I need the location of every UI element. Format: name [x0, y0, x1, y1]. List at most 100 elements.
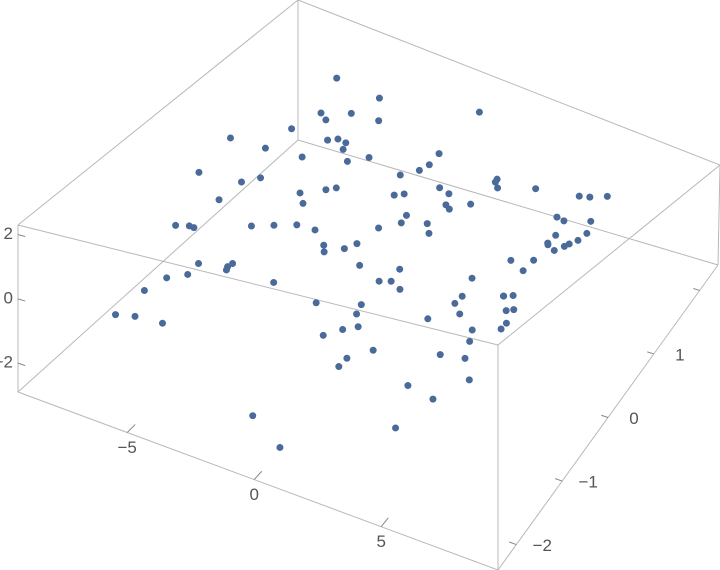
box-edge [297, 139, 719, 266]
point [445, 190, 453, 198]
box-edge [297, 0, 720, 166]
point [560, 242, 568, 250]
point [404, 382, 412, 390]
point [502, 307, 510, 315]
y-tick-label: 0 [629, 409, 638, 428]
y-tick [555, 478, 563, 482]
point [324, 136, 332, 144]
point [112, 311, 120, 319]
point [184, 270, 192, 278]
box-edge [17, 224, 499, 346]
point [226, 134, 234, 142]
point [357, 301, 365, 309]
point [320, 248, 328, 256]
point [500, 292, 508, 300]
point [296, 189, 304, 197]
point [497, 325, 505, 333]
z-tick [17, 234, 26, 237]
point [465, 376, 473, 384]
point [436, 351, 444, 359]
point [333, 74, 341, 82]
point [502, 319, 510, 327]
point [425, 161, 433, 169]
point [339, 325, 347, 333]
point [491, 178, 499, 186]
point [332, 184, 340, 192]
point [507, 256, 515, 264]
point [400, 190, 408, 198]
point [396, 265, 404, 273]
y-tick [647, 351, 654, 355]
point [424, 315, 432, 323]
box-edge [17, 0, 299, 226]
point [587, 217, 595, 225]
point [354, 323, 362, 331]
point [322, 116, 330, 124]
point [375, 94, 383, 102]
point [402, 211, 410, 219]
point [334, 135, 342, 143]
z-tick-label: −2 [0, 353, 13, 372]
point [257, 174, 265, 182]
point [195, 260, 203, 268]
point [249, 412, 257, 420]
point [560, 217, 568, 225]
point [320, 241, 328, 249]
point [270, 221, 278, 229]
point [466, 337, 474, 345]
point [436, 184, 444, 192]
point [397, 219, 405, 227]
point [468, 326, 476, 334]
point [475, 108, 483, 116]
point [442, 201, 450, 209]
point [553, 213, 561, 221]
point [365, 153, 373, 161]
point [429, 395, 437, 403]
point [425, 229, 433, 237]
point [435, 150, 443, 158]
point [140, 286, 148, 294]
z-tick [17, 298, 26, 302]
point [288, 125, 296, 133]
point [343, 354, 351, 362]
x-tick-label: −5 [118, 438, 137, 457]
z-tick-label: 0 [4, 288, 13, 307]
point [131, 312, 139, 320]
point [458, 292, 466, 300]
point [293, 221, 301, 229]
point [396, 285, 404, 293]
point [270, 278, 278, 286]
point [369, 346, 377, 354]
x-tick-label: 0 [249, 485, 258, 504]
point [195, 168, 203, 176]
point [317, 109, 325, 117]
point [311, 226, 319, 234]
point [387, 277, 395, 285]
point [396, 171, 404, 179]
point [574, 236, 582, 244]
point [163, 274, 171, 282]
point [423, 220, 431, 228]
point [550, 246, 558, 254]
y-tick [693, 287, 700, 291]
point [247, 222, 255, 230]
y-tick [509, 541, 517, 546]
point [158, 319, 166, 327]
y-tick-label: −1 [578, 473, 597, 492]
y-tick [601, 414, 609, 418]
point [339, 145, 347, 153]
point [532, 185, 540, 193]
point [322, 186, 330, 194]
point [510, 306, 518, 314]
point [415, 166, 423, 174]
point [312, 299, 320, 307]
z-tick-label: 2 [4, 224, 13, 243]
z-tick [17, 362, 26, 367]
point [375, 277, 383, 285]
box-edge [17, 391, 499, 570]
point [356, 261, 364, 269]
point [509, 292, 517, 300]
point [319, 331, 327, 339]
point [519, 267, 527, 275]
